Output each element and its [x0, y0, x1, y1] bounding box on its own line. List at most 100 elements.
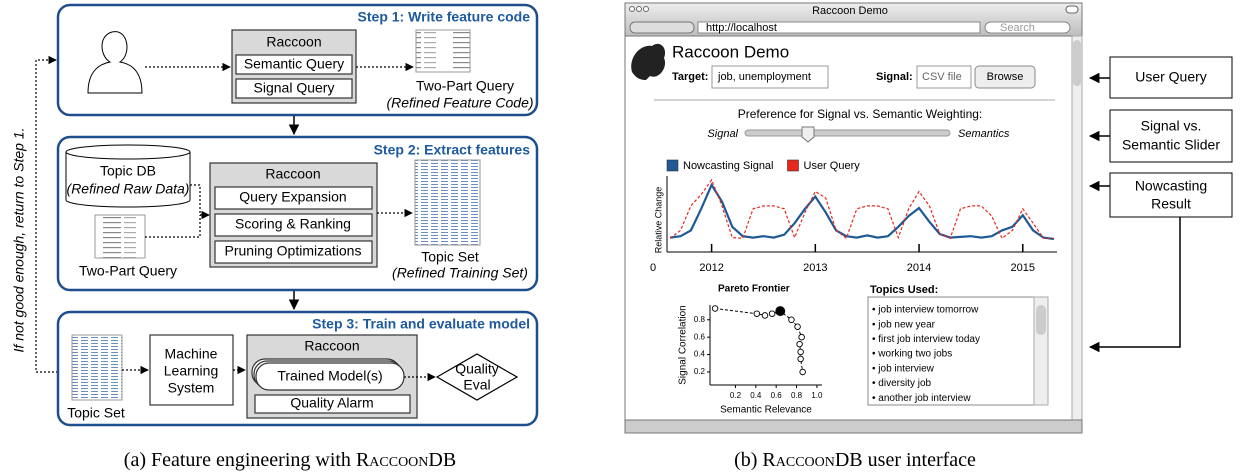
scrollbar[interactable] — [1071, 35, 1083, 421]
window-toggle[interactable] — [1065, 5, 1079, 14]
caption: (b) RaccoonDB user interface — [734, 449, 976, 471]
window-button[interactable] — [629, 6, 635, 12]
caption-text: (a) Feature engineering with — [124, 449, 351, 471]
box-title: Raccoon — [266, 34, 321, 50]
slider-track[interactable] — [744, 129, 951, 137]
point — [753, 310, 761, 317]
module-label: Quality Alarm — [290, 395, 373, 411]
x-tick-label: 0.8 — [791, 391, 803, 400]
output-label: Two-Part Query — [416, 78, 514, 94]
series-line — [669, 182, 1055, 241]
field-label: Target: — [672, 71, 708, 83]
y-tick-label: 0.8 — [694, 315, 706, 324]
charts: 2012 2013 2014 2015 0 Relative Change Nowcasti… — [650, 159, 1057, 416]
point — [798, 333, 805, 341]
annotation-text: Result — [1151, 196, 1191, 212]
status-bar — [624, 419, 1083, 434]
x-tick-label: 2012 — [699, 262, 723, 274]
scroll-thumb[interactable] — [1073, 40, 1081, 86]
nav-buttons[interactable] — [629, 21, 695, 34]
module-label: Pruning Optimizations — [225, 243, 362, 259]
annotation-text: Semantic Slider — [1122, 137, 1220, 153]
step-title: Step 3: Train and evaluate model — [312, 316, 530, 332]
field-label: Signal: — [876, 71, 913, 83]
box-title: Raccoon — [265, 166, 320, 182]
input-label: Topic Set — [67, 405, 125, 421]
eval-diamond — [435, 353, 519, 401]
module-label: Scoring & Ranking — [235, 216, 351, 232]
x-tick-label: 0.6 — [771, 391, 783, 400]
module-label: Signal Query — [254, 80, 335, 96]
raccoon-logo — [631, 43, 666, 80]
caption-text: (b) — [734, 449, 757, 471]
module-box — [235, 54, 353, 75]
search-placeholder: Search — [1000, 22, 1035, 34]
button-label: Browse — [987, 71, 1024, 83]
module-box — [214, 186, 373, 210]
code-doc — [94, 214, 146, 259]
annotation-arrow — [1088, 217, 1181, 353]
y-tick-label: 0 — [650, 262, 656, 274]
diagram: If not good enough, return to Step 1. St… — [11, 3, 539, 471]
list-scroll-thumb[interactable] — [1036, 305, 1046, 335]
point — [761, 312, 769, 319]
module-box — [214, 240, 373, 264]
slider-label: Semantics — [958, 128, 1010, 140]
y-axis-label: Relative Change — [653, 187, 663, 254]
topic-item: • diversity job — [872, 378, 932, 389]
url: http://localhost — [706, 22, 777, 34]
target-value: job, unemployment — [717, 71, 811, 83]
step-title: Step 2: Extract features — [374, 142, 531, 158]
topic-item: • job interview tomorrow — [872, 305, 979, 316]
window-title: Raccoon Demo — [812, 5, 888, 17]
x-tick-label: 0.2 — [730, 391, 742, 400]
x-tick-label: 0.4 — [750, 391, 762, 400]
browse-button[interactable] — [974, 65, 1036, 89]
topic-doc — [71, 334, 123, 401]
point — [797, 355, 804, 363]
slider-title: Preference for Signal vs. Semantic Weigh… — [738, 107, 983, 121]
target-input[interactable] — [711, 65, 829, 89]
browser-window: Raccoon Demo http://localhost Search Rac… — [624, 2, 1083, 434]
topic-item: • working two jobs — [872, 349, 952, 360]
x-tick-label: 2014 — [907, 262, 931, 274]
output-sublabel: (Refined Training Set) — [392, 265, 528, 281]
eval-label: Eval — [463, 377, 490, 393]
topic-item: • first job interview today — [872, 334, 980, 345]
output-label: Topic Set — [421, 249, 479, 265]
signal-value: CSV file — [922, 71, 962, 83]
db-label: Topic DB — [100, 163, 156, 179]
signal-input[interactable] — [916, 65, 972, 89]
annotation-box — [1109, 109, 1233, 163]
y-tick-label: 0.2 — [694, 367, 706, 376]
module-label: Trained Model(s) — [277, 368, 382, 384]
db-sublabel: (Refined Raw Data) — [67, 181, 190, 197]
eval-label: Quality — [455, 361, 499, 377]
topics-list[interactable] — [867, 296, 1049, 406]
module-box — [254, 394, 411, 414]
input-label: Two-Part Query — [79, 263, 177, 279]
window-button[interactable] — [636, 6, 642, 12]
database — [65, 152, 191, 208]
app-title: Raccoon Demo — [672, 42, 789, 61]
url-field[interactable] — [697, 21, 981, 34]
window-button[interactable] — [643, 6, 649, 12]
output-sublabel: (Refined Feature Code) — [386, 95, 533, 111]
box-title: Raccoon — [304, 338, 359, 354]
point — [788, 316, 795, 324]
slider-thumb[interactable] — [801, 126, 815, 143]
return-arrow — [35, 55, 58, 373]
search-field[interactable] — [984, 21, 1071, 34]
module-box — [214, 213, 373, 237]
module-label: Query Expansion — [239, 189, 346, 205]
point — [799, 368, 806, 376]
caption-text: user interface — [868, 449, 976, 471]
x-axis-label: Semantic Relevance — [720, 405, 812, 416]
selected-point — [775, 306, 786, 317]
module-box — [235, 78, 353, 99]
annotation-text: Nowcasting — [1135, 178, 1207, 194]
caption: (a) Feature engineering with RaccoonDB — [124, 449, 456, 471]
ml-label: Machine — [165, 346, 218, 362]
point — [796, 340, 803, 348]
ml-label: Learning — [164, 363, 219, 379]
